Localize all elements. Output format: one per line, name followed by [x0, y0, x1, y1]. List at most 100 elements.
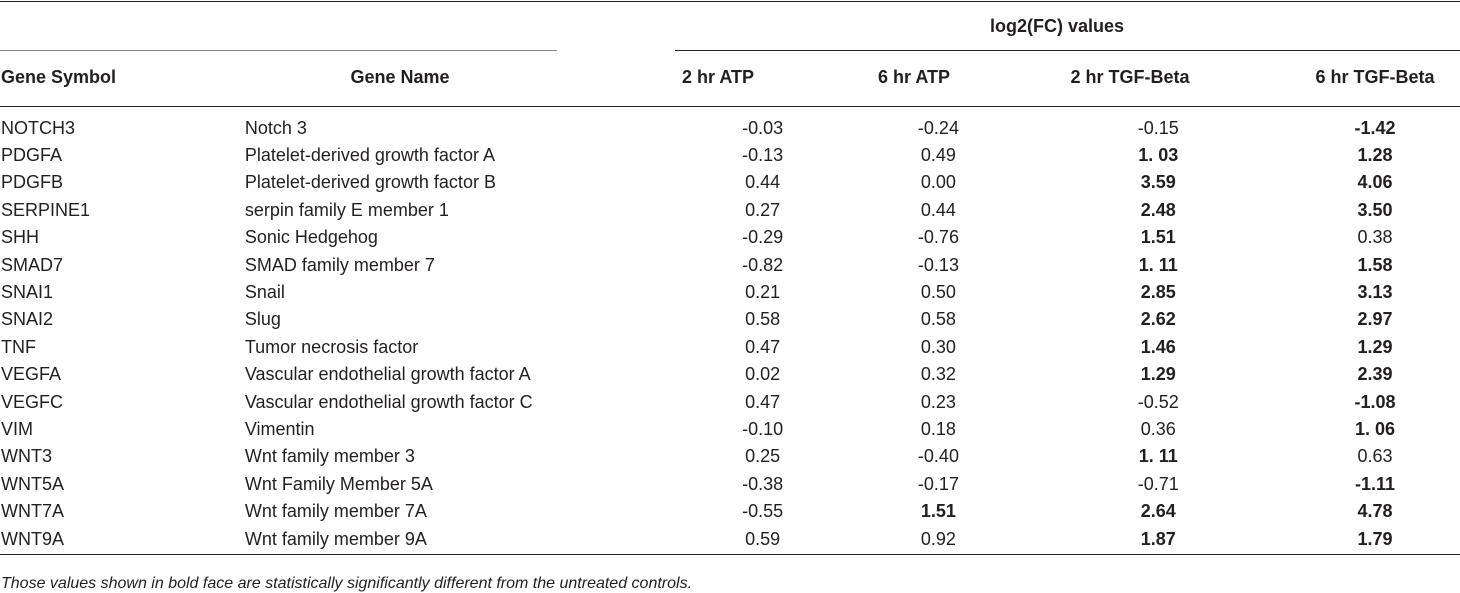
col-header-gene-name: Gene Name	[350, 67, 450, 87]
gene-name-cell: Wnt Family Member 5A	[244, 473, 433, 494]
value-cell: 1.51	[1140, 227, 1176, 248]
gene-symbol-cell: SMAD7	[1, 254, 64, 275]
gene-symbol-cell: SERPINE1	[1, 199, 91, 220]
value-cell: -0.52	[1137, 391, 1179, 412]
value-cell: -0.82	[742, 254, 784, 275]
gene-symbol-cell: SNAI1	[1, 282, 54, 303]
gene-table: NOTCH3 Notch 3 -0.03 -0.24 -0.15 -1.42 PDGFA Pl…	[0, 114, 1460, 552]
gene-name-cell: Snail	[244, 282, 285, 303]
gene-name-cell: Platelet-derived growth factor A	[244, 145, 495, 166]
value-cell: 2.62	[1140, 309, 1176, 330]
value-cell: 0.92	[920, 528, 956, 549]
gene-name-cell: Notch 3	[244, 117, 307, 138]
gene-symbol-cell: NOTCH3	[1, 117, 76, 138]
value-cell: 1.51	[920, 501, 956, 522]
gene-symbol-cell: VIM	[1, 418, 34, 439]
table-row: SERPINE1 serpin family E member 1 0.27 0.44…	[0, 196, 1460, 223]
gene-name-cell: Wnt family member 3	[244, 446, 415, 467]
table-row: WNT5A Wnt Family Member 5A -0.38 -0.17 -0.71…	[0, 470, 1460, 497]
value-cell: -0.13	[742, 145, 784, 166]
value-cell: 1. 11	[1138, 254, 1178, 275]
value-cell: 2.85	[1140, 282, 1176, 303]
footnote: Those values shown in bold face are stat…	[1, 575, 693, 592]
table-row: PDGFB Platelet-derived growth factor B 0.4…	[0, 169, 1460, 196]
value-cell: 3.13	[1357, 282, 1393, 303]
value-cell: -0.13	[917, 254, 959, 275]
value-cell: 1. 11	[1138, 446, 1178, 467]
value-cell: 1.87	[1140, 528, 1176, 549]
gene-symbol-cell: WNT9A	[1, 528, 64, 549]
gene-symbol-cell: SHH	[1, 227, 40, 248]
value-cell: 0.44	[745, 172, 781, 193]
value-cell: 2.64	[1140, 501, 1176, 522]
table-row: WNT9A Wnt family member 9A 0.59 0.92 1.87 1.7…	[0, 525, 1460, 552]
value-cell: 1.29	[1357, 336, 1393, 357]
header-bottom-rule	[0, 106, 1460, 107]
value-cell: 1.46	[1140, 336, 1176, 357]
value-cell: -0.40	[917, 446, 959, 467]
gene-name-cell: Slug	[244, 309, 281, 330]
gene-name-cell: Vimentin	[244, 418, 315, 439]
value-cell: 0.63	[1357, 446, 1393, 467]
value-cell: 0.23	[920, 391, 956, 412]
table-row: PDGFA Platelet-derived growth factor A -0.…	[0, 141, 1460, 168]
value-cell: -0.24	[917, 117, 959, 138]
gene-symbol-cell: WNT7A	[1, 501, 64, 522]
gene-symbol-cell: VEGFA	[1, 364, 62, 385]
table-row: TNF Tumor necrosis factor 0.47 0.30 1.46 1.29	[0, 333, 1460, 360]
gene-name-cell: Sonic Hedgehog	[244, 227, 378, 248]
value-cell: -0.15	[1137, 117, 1179, 138]
gene-symbol-cell: WNT3	[1, 446, 52, 467]
col-header-2hr-atp: 2 hr ATP	[681, 67, 754, 87]
value-cell: 4.78	[1357, 501, 1393, 522]
gene-name-cell: serpin family E member 1	[244, 199, 449, 220]
col-header-2hr-tgf-beta: 2 hr TGF-Beta	[1070, 67, 1190, 87]
table-row: WNT3 Wnt family member 3 0.25 -0.40 1. 11 0.6…	[0, 443, 1460, 470]
value-cell: 0.38	[1357, 227, 1393, 248]
value-cell: 0.44	[920, 199, 956, 220]
value-cell: 0.18	[920, 418, 956, 439]
value-cell: 4.06	[1357, 172, 1393, 193]
value-cell: 0.00	[920, 172, 956, 193]
value-cell: -0.55	[742, 501, 784, 522]
value-cell: -1.08	[1354, 391, 1396, 412]
gene-name-cell: Tumor necrosis factor	[244, 336, 419, 357]
value-cell: 1.58	[1357, 254, 1393, 275]
gene-symbol-cell: TNF	[1, 336, 36, 357]
table-row: SHH Sonic Hedgehog -0.29 -0.76 1.51 0.38	[0, 224, 1460, 251]
gene-symbol-cell: PDGFA	[1, 145, 63, 166]
value-cell: -1.42	[1354, 117, 1396, 138]
value-cell: 3.50	[1357, 199, 1393, 220]
gene-symbol-cell: PDGFB	[1, 172, 64, 193]
value-cell: 2.48	[1140, 199, 1176, 220]
gene-symbol-cell: VEGFC	[1, 391, 64, 412]
value-cell: 0.58	[745, 309, 781, 330]
gene-table-body: NOTCH3 Notch 3 -0.03 -0.24 -0.15 -1.42 PDGFA Pl…	[0, 114, 1460, 552]
table-row: SNAI1 Snail 0.21 0.50 2.85 3.13	[0, 278, 1460, 305]
value-cell: 1.28	[1357, 145, 1393, 166]
gene-name-cell: Vascular endothelial growth factor A	[244, 364, 531, 385]
top-rule	[0, 1, 1460, 2]
table-row: WNT7A Wnt family member 7A -0.55 1.51 2.64 4.…	[0, 497, 1460, 524]
value-cell: 0.58	[920, 309, 956, 330]
value-cell: 0.59	[745, 528, 781, 549]
table-row: SNAI2 Slug 0.58 0.58 2.62 2.97	[0, 306, 1460, 333]
value-cell: 0.25	[745, 446, 781, 467]
value-cell: 0.47	[745, 391, 781, 412]
gene-symbol-cell: WNT5A	[1, 473, 64, 494]
table-row: SMAD7 SMAD family member 7 -0.82 -0.13 1. 11…	[0, 251, 1460, 278]
value-cell: 0.49	[920, 145, 956, 166]
group-span-rule	[675, 50, 1460, 51]
gene-name-cell: Wnt family member 9A	[244, 528, 427, 549]
col-header-6hr-atp: 6 hr ATP	[877, 67, 950, 87]
table-row: VEGFC Vascular endothelial growth factor …	[0, 388, 1460, 415]
value-cell: 1. 06	[1355, 418, 1396, 439]
value-cell: -1.11	[1355, 473, 1396, 494]
value-cell: -0.10	[742, 418, 784, 439]
value-cell: 0.32	[920, 364, 956, 385]
group-header-log2fc: log2(FC) values	[990, 16, 1125, 36]
value-cell: 0.50	[920, 282, 956, 303]
gene-name-cell: Wnt family member 7A	[244, 501, 427, 522]
value-cell: 1.79	[1357, 528, 1393, 549]
value-cell: 0.47	[745, 336, 781, 357]
